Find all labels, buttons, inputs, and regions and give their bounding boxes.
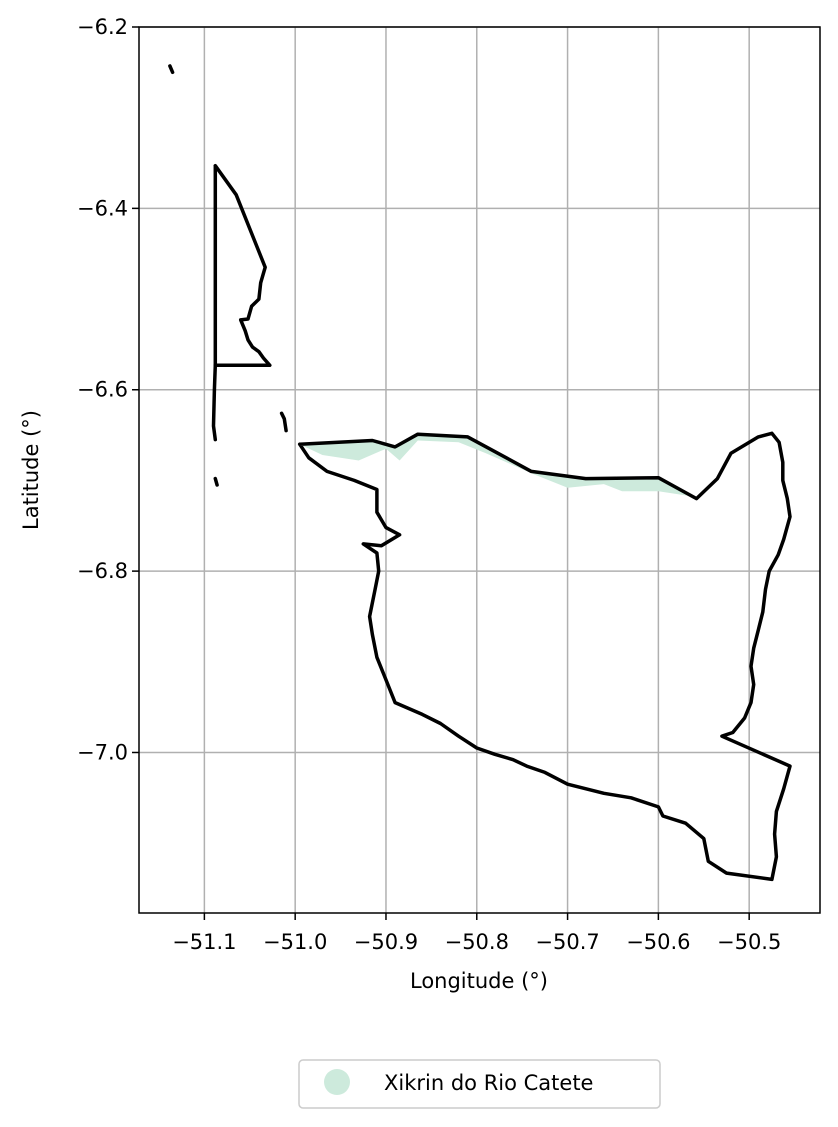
boundary-line [300, 433, 790, 879]
y-tick-label: −6.4 [77, 196, 128, 220]
boundary-line [282, 413, 287, 430]
y-tick-label: −6.2 [77, 15, 128, 39]
x-tick-label: −50.7 [535, 930, 599, 954]
boundary-layer [170, 66, 790, 879]
boundary-line [215, 166, 269, 366]
plot-frame [139, 27, 820, 913]
boundary-line [170, 66, 173, 72]
x-tick-label: −50.6 [626, 930, 690, 954]
x-tick-label: −51.0 [263, 930, 327, 954]
grid-lines [139, 27, 820, 913]
y-axis-label: Latitude (°) [19, 410, 43, 530]
x-axis-ticks: −51.1 −51.0 −50.9 −50.8 −50.7 −50.6 −50.5 [172, 913, 781, 954]
x-tick-label: −51.1 [172, 930, 236, 954]
y-tick-label: −7.0 [77, 740, 128, 764]
boundary-line [214, 365, 216, 439]
y-tick-label: −6.8 [77, 559, 128, 583]
legend: Xikrin do Rio Catete [299, 1060, 660, 1108]
x-tick-label: −50.8 [445, 930, 509, 954]
x-tick-label: −50.5 [717, 930, 781, 954]
territory-fill [300, 434, 695, 497]
legend-label: Xikrin do Rio Catete [384, 1071, 593, 1095]
legend-swatch-icon [324, 1069, 350, 1095]
y-tick-label: −6.6 [77, 378, 128, 402]
boundary-line [215, 479, 217, 485]
x-axis-label: Longitude (°) [410, 969, 548, 993]
territory-fill-layer [300, 434, 695, 497]
y-axis-ticks: −6.2 −6.4 −6.6 −6.8 −7.0 [77, 15, 139, 764]
x-tick-label: −50.9 [354, 930, 418, 954]
